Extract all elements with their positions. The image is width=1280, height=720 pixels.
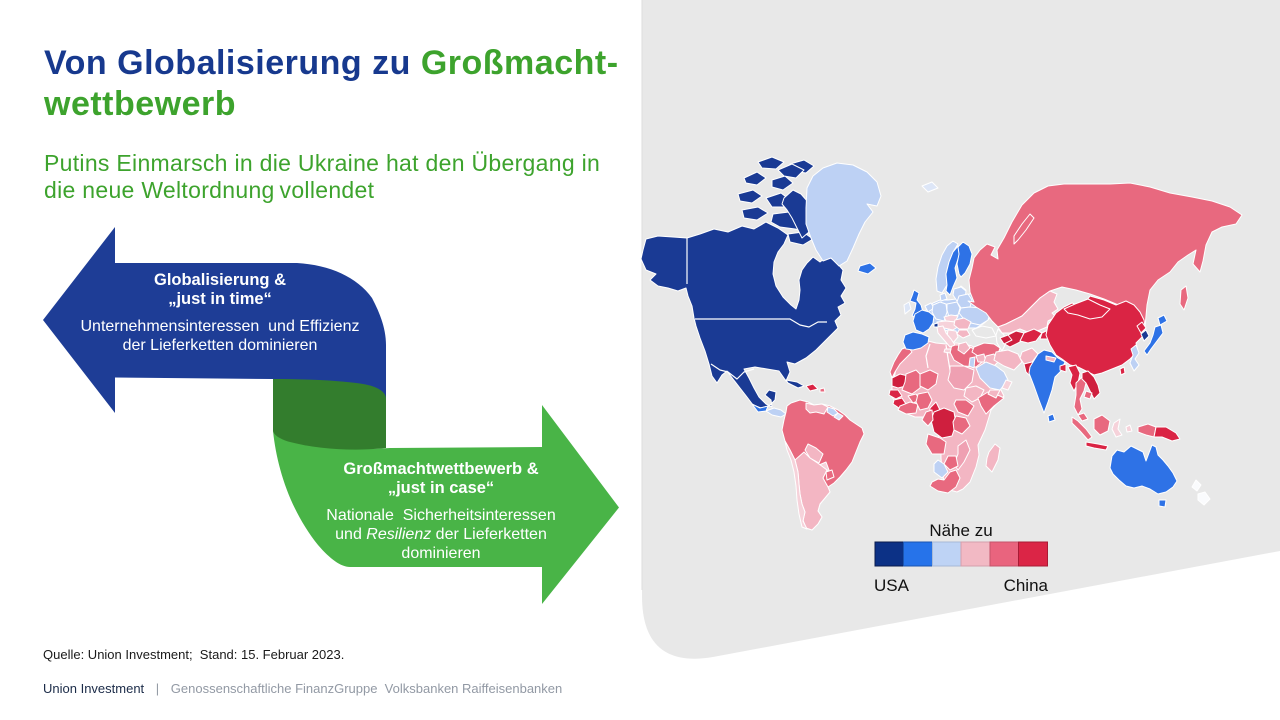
svg-text:China: China	[1004, 576, 1049, 595]
svg-text:USA: USA	[874, 576, 910, 595]
svg-text:Nähe zu: Nähe zu	[929, 521, 992, 540]
